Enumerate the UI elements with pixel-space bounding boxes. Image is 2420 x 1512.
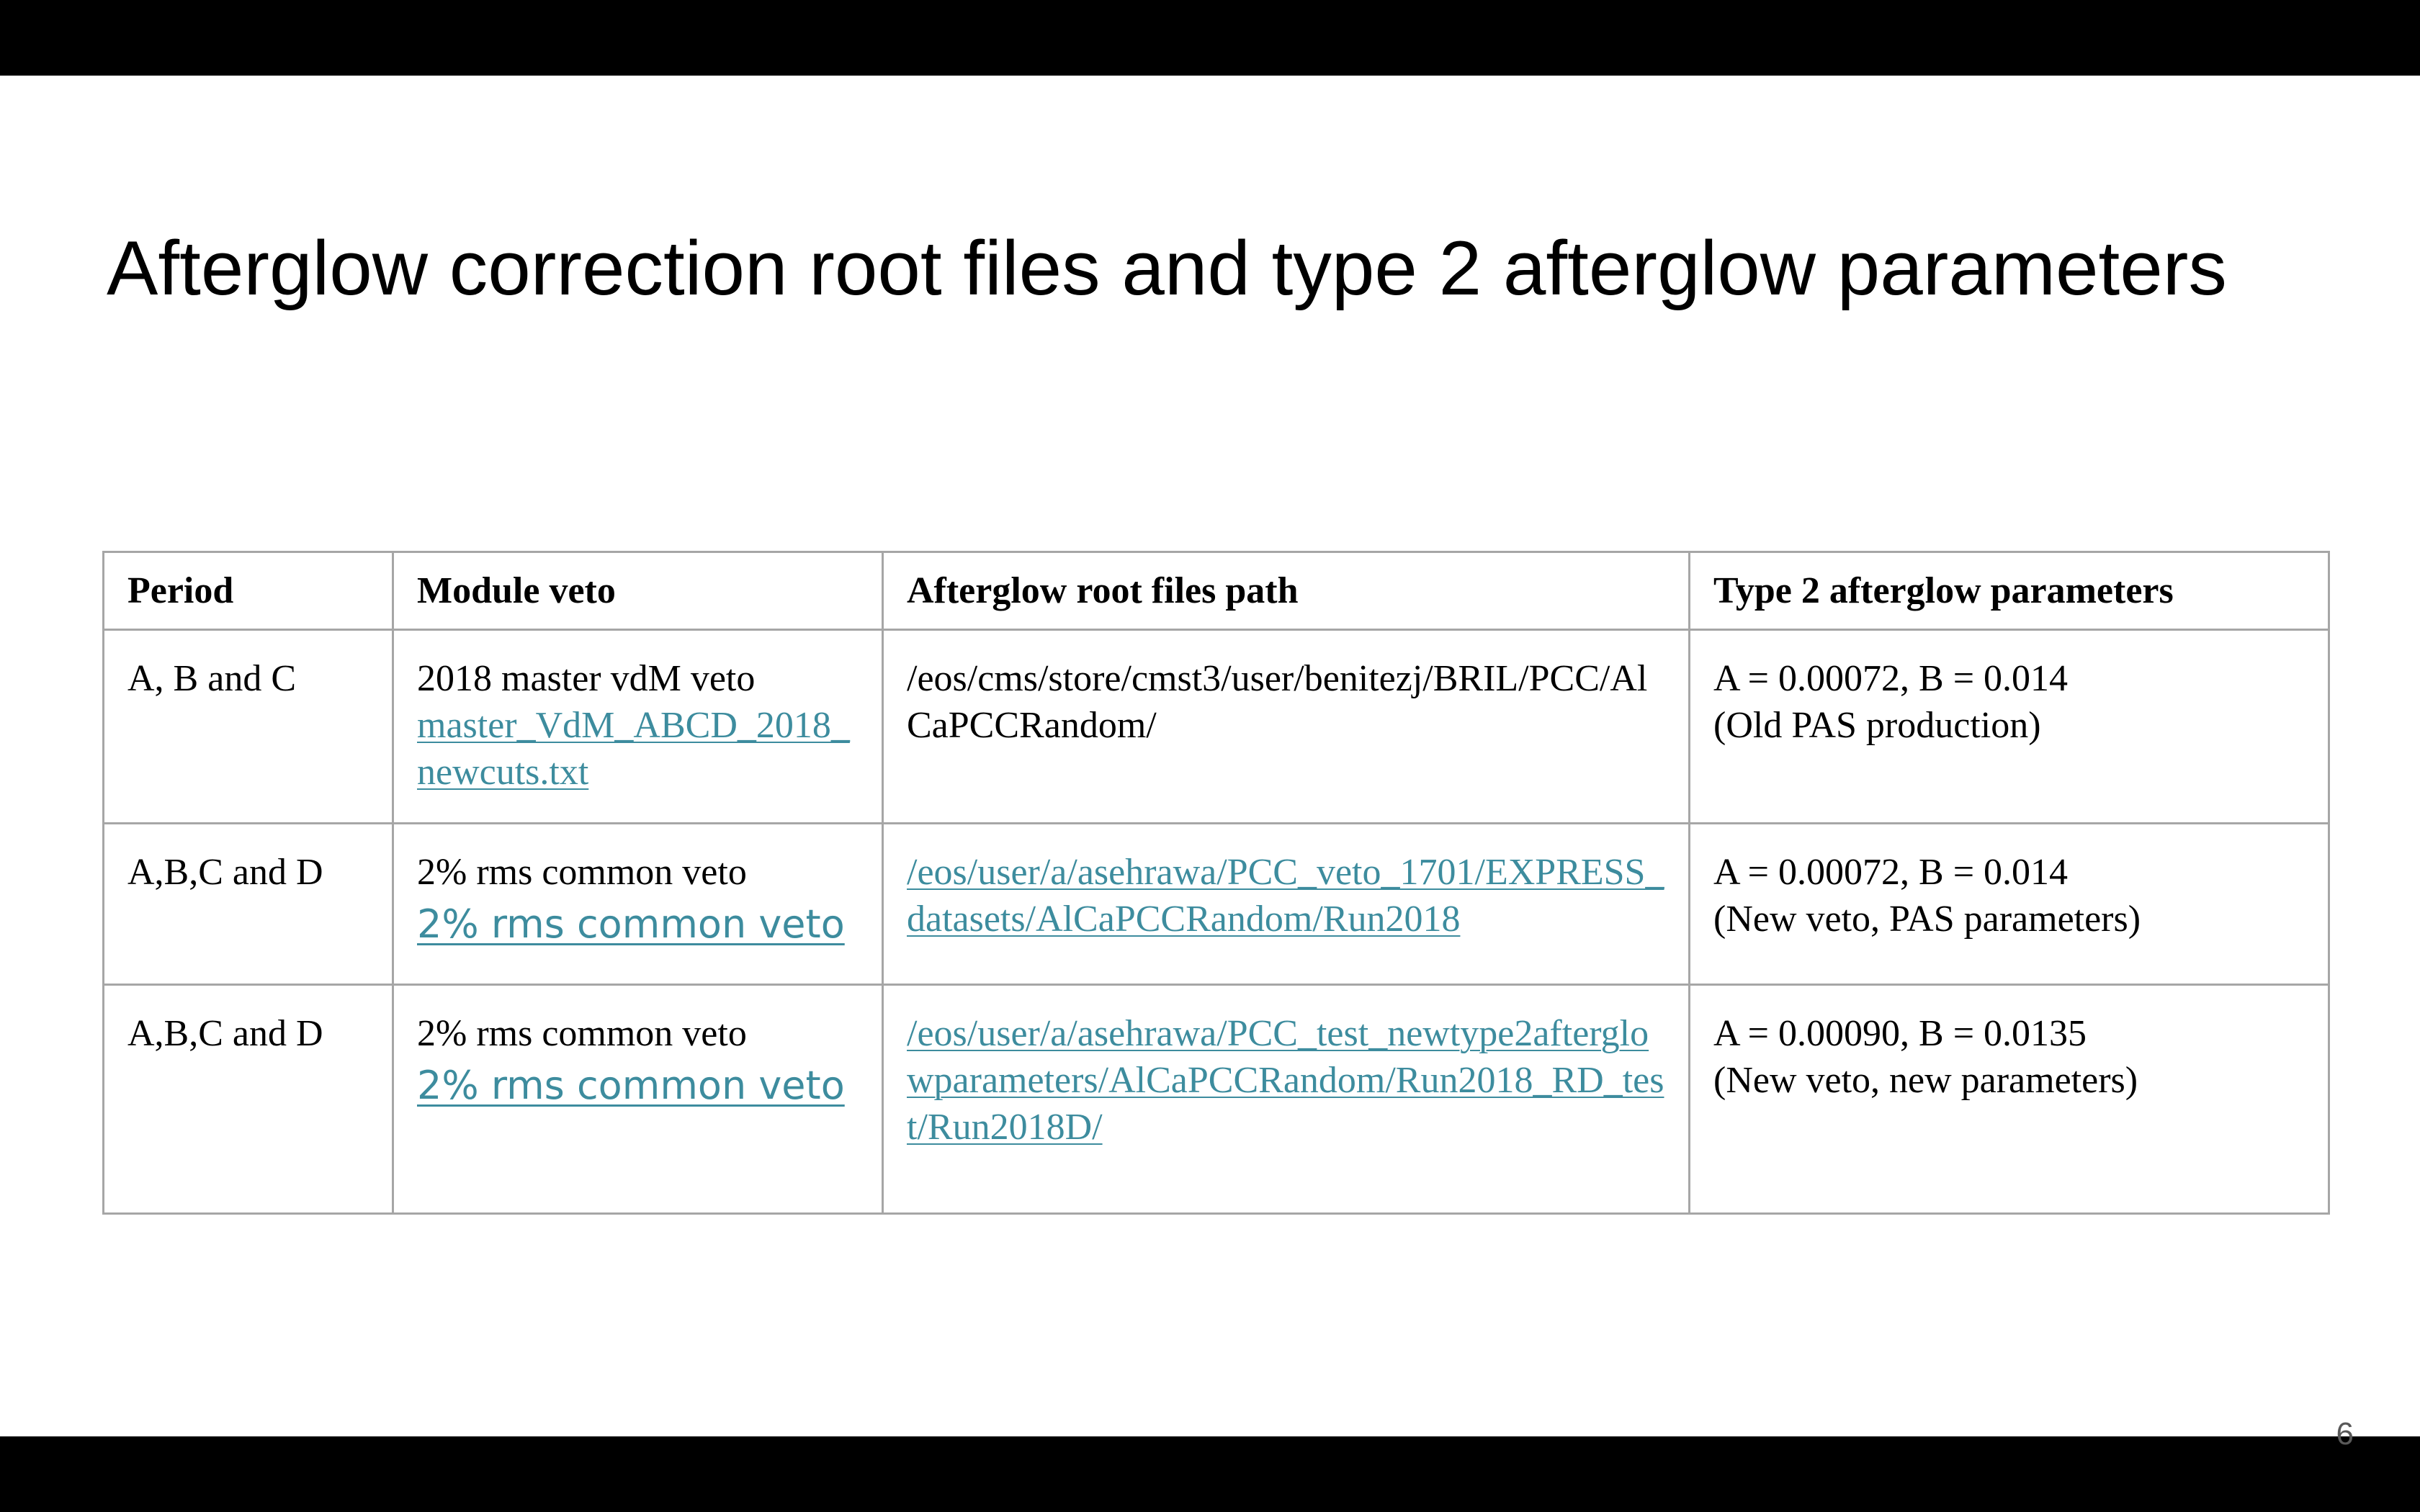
path-cell: /eos/user/a/asehrawa/PCC_test_newtype2af… bbox=[882, 984, 1690, 1215]
root-files-path-link[interactable]: /eos/user/a/asehrawa/PCC_veto_1701/EXPRE… bbox=[907, 852, 1664, 940]
veto-link[interactable]: 2% rms common veto bbox=[417, 1063, 845, 1108]
table-row: A,B,C and D 2% rms common veto 2% rms co… bbox=[102, 984, 2330, 1215]
page-number: 6 bbox=[2336, 1416, 2354, 1452]
period-cell: A,B,C and D bbox=[102, 984, 394, 1215]
parameters-note: (New veto, PAS parameters) bbox=[1713, 899, 2141, 940]
period-cell: A, B and C bbox=[102, 629, 394, 824]
path-cell: /eos/user/a/asehrawa/PCC_veto_1701/EXPRE… bbox=[882, 822, 1690, 986]
module-veto-cell: 2018 master vdM veto master_VdM_ABCD_201… bbox=[392, 629, 884, 824]
parameters-values: A = 0.00072, B = 0.014 bbox=[1713, 852, 2069, 893]
veto-text: 2% rms common veto bbox=[417, 852, 747, 893]
table-row: A,B,C and D 2% rms common veto 2% rms co… bbox=[102, 822, 2330, 986]
module-veto-cell: 2% rms common veto 2% rms common veto bbox=[392, 984, 884, 1215]
header-period: Period bbox=[102, 551, 394, 631]
parameters-values: A = 0.00072, B = 0.014 bbox=[1713, 658, 2069, 699]
period-cell: A,B,C and D bbox=[102, 822, 394, 986]
veto-link[interactable]: 2% rms common veto bbox=[417, 901, 845, 947]
slide-title: Afterglow correction root files and type… bbox=[107, 225, 2227, 311]
parameters-cell: A = 0.00072, B = 0.014 (New veto, PAS pa… bbox=[1688, 822, 2330, 986]
root-files-path: /eos/cms/store/cmst3/user/benitezj/BRIL/… bbox=[907, 658, 1648, 746]
parameters-values: A = 0.00090, B = 0.0135 bbox=[1713, 1013, 2087, 1054]
path-cell: /eos/cms/store/cmst3/user/benitezj/BRIL/… bbox=[882, 629, 1690, 824]
table-header-row: Period Module veto Afterglow root files … bbox=[102, 551, 2330, 631]
veto-text: 2018 master vdM veto bbox=[417, 658, 756, 699]
header-afterglow-parameters: Type 2 afterglow parameters bbox=[1688, 551, 2330, 631]
module-veto-cell: 2% rms common veto 2% rms common veto bbox=[392, 822, 884, 986]
afterglow-table: Period Module veto Afterglow root files … bbox=[102, 551, 2330, 1215]
veto-text: 2% rms common veto bbox=[417, 1013, 747, 1054]
parameters-note: (Old PAS production) bbox=[1713, 705, 2041, 746]
root-files-path-link[interactable]: /eos/user/a/asehrawa/PCC_test_newtype2af… bbox=[907, 1013, 1664, 1148]
slide: Afterglow correction root files and type… bbox=[0, 76, 2420, 1452]
table-row: A, B and C 2018 master vdM veto master_V… bbox=[102, 629, 2330, 824]
header-root-files-path: Afterglow root files path bbox=[882, 551, 1690, 631]
parameters-note: (New veto, new parameters) bbox=[1713, 1060, 2138, 1101]
parameters-cell: A = 0.00072, B = 0.014 (Old PAS producti… bbox=[1688, 629, 2330, 824]
veto-file-link[interactable]: master_VdM_ABCD_2018_newcuts.txt bbox=[417, 705, 850, 793]
header-module-veto: Module veto bbox=[392, 551, 884, 631]
parameters-cell: A = 0.00090, B = 0.0135 (New veto, new p… bbox=[1688, 984, 2330, 1215]
